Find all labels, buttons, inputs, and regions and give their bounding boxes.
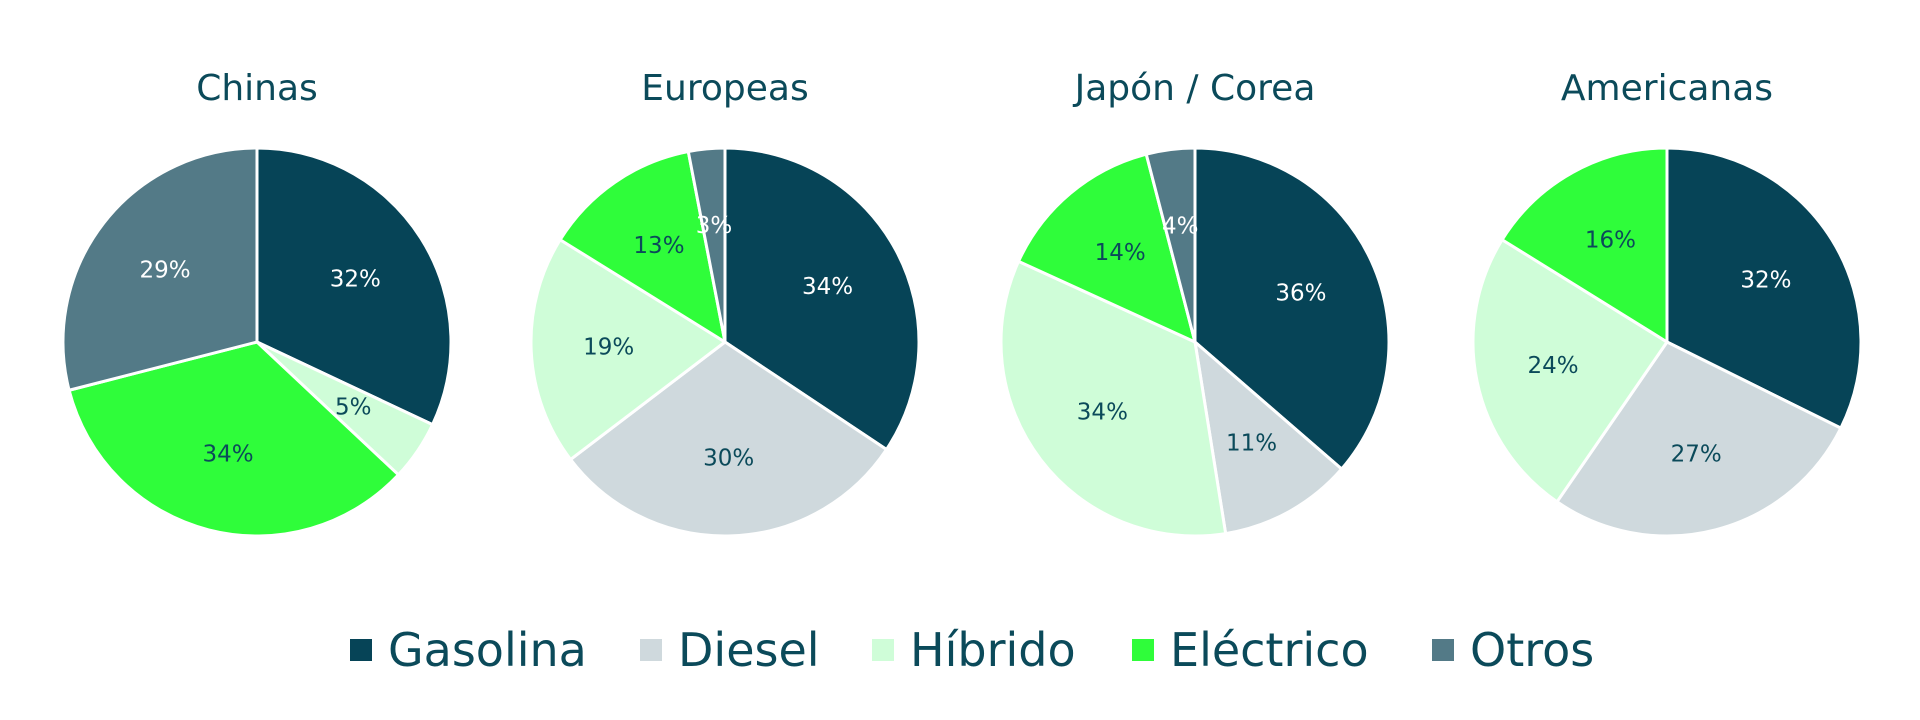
pie-slice-diesel: [1555, 340, 1843, 538]
pie-slice-gasolina: [1665, 146, 1863, 430]
legend-label-electrico: Eléctrico: [1170, 623, 1369, 677]
pie-slice-electrico: [1500, 146, 1669, 344]
pie-slice-hibrido: [999, 259, 1228, 538]
slice-label-hibrido: 34%: [1077, 399, 1128, 425]
legend-item-gasolina: Gasolina: [350, 623, 587, 677]
legend-swatch-electrico: [1132, 639, 1154, 661]
legend-label-otros: Otros: [1470, 623, 1594, 677]
pie-europeas: Europeas 34% 30% 19% 13% 3%: [529, 68, 921, 538]
legend-label-gasolina: Gasolina: [388, 623, 587, 677]
pie-americanas: Americanas 32% 27% 24% 16%: [1471, 68, 1863, 538]
slice-label-diesel: 30%: [703, 445, 754, 471]
slice-label-otros: 29%: [139, 258, 190, 284]
legend-swatch-gasolina: [350, 639, 372, 661]
slice-label-gasolina: 32%: [330, 267, 381, 293]
slice-label-hibrido: 5%: [335, 394, 372, 420]
pie-slice-hibrido: [1471, 238, 1669, 504]
legend-item-hibrido: Híbrido: [872, 623, 1076, 677]
slice-label-otros: 4%: [1162, 214, 1199, 240]
pie-slice-otros: [686, 146, 727, 344]
slice-label-hibrido: 24%: [1528, 353, 1579, 379]
legend-item-electrico: Eléctrico: [1132, 623, 1369, 677]
slice-label-gasolina: 32%: [1740, 268, 1791, 294]
legend-swatch-hibrido: [872, 639, 894, 661]
pie-slice-diesel: [1193, 340, 1344, 536]
slice-label-diesel: 27%: [1671, 442, 1722, 468]
legend-item-diesel: Diesel: [640, 623, 820, 677]
pie-title: Americanas: [1561, 68, 1773, 109]
pie-slice-electrico: [67, 340, 400, 538]
slice-label-hibrido: 19%: [583, 335, 634, 361]
pie-slice-gasolina: [255, 146, 453, 427]
pie-title: Japón / Corea: [1073, 68, 1316, 109]
pie-slice-otros: [1144, 146, 1197, 344]
slice-label-gasolina: 34%: [802, 274, 853, 300]
pie-slice-diesel: [569, 340, 889, 538]
legend-label-hibrido: Híbrido: [910, 623, 1076, 677]
legend-swatch-diesel: [640, 639, 662, 661]
slice-label-electrico: 16%: [1585, 227, 1636, 253]
pie-japon-corea: Japón / Corea 36% 11% 34% 14% 4%: [999, 68, 1391, 538]
legend-swatch-otros: [1432, 639, 1454, 661]
pie-slice-hibrido: [529, 238, 727, 461]
legend-label-diesel: Diesel: [678, 623, 820, 677]
slice-label-otros: 3%: [696, 213, 733, 239]
slice-label-electrico: 34%: [202, 442, 253, 468]
pie-slice-gasolina: [1193, 146, 1391, 471]
pie-slice-otros: [61, 146, 259, 392]
slice-label-gasolina: 36%: [1275, 281, 1326, 307]
legend: Gasolina Diesel Híbrido Eléctrico Otros: [350, 623, 1594, 677]
pie-title: Chinas: [196, 68, 318, 109]
slice-label-diesel: 11%: [1226, 431, 1277, 457]
slice-label-electrico: 14%: [1095, 240, 1146, 266]
slice-label-electrico: 13%: [633, 233, 684, 259]
legend-item-otros: Otros: [1432, 623, 1594, 677]
pie-chinas: Chinas 32% 5% 34% 29%: [61, 68, 453, 538]
pie-title: Europeas: [641, 68, 808, 109]
pie-slice-electrico: [1017, 152, 1197, 344]
pie-slice-electrico: [558, 150, 727, 344]
